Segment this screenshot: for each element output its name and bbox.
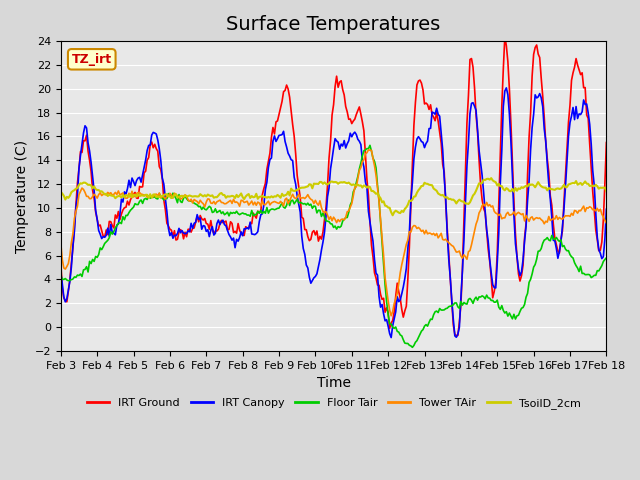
Floor Tair	[399, 337, 407, 343]
Floor Tair	[57, 273, 65, 278]
Line: IRT Canopy: IRT Canopy	[61, 88, 606, 337]
Floor Tair	[72, 275, 80, 280]
IRT Ground	[452, 333, 460, 338]
Tower TAir	[387, 313, 395, 319]
IRT Canopy	[386, 331, 394, 336]
Tower TAir	[539, 218, 547, 224]
IRT Canopy	[159, 175, 166, 181]
Legend: IRT Ground, IRT Canopy, Floor Tair, Tower TAir, TsoilD_2cm: IRT Ground, IRT Canopy, Floor Tair, Towe…	[83, 394, 585, 413]
Floor Tair	[369, 155, 377, 161]
X-axis label: Time: Time	[317, 376, 351, 390]
TsoilD_2cm	[399, 209, 407, 215]
Y-axis label: Temperature (C): Temperature (C)	[15, 139, 29, 252]
Line: TsoilD_2cm: TsoilD_2cm	[61, 178, 606, 216]
IRT Ground	[501, 34, 509, 39]
Title: Surface Temperatures: Surface Temperatures	[227, 15, 441, 34]
Line: Floor Tair: Floor Tair	[61, 145, 606, 348]
Tower TAir	[602, 220, 610, 226]
Tower TAir	[57, 240, 65, 246]
IRT Ground	[72, 202, 80, 207]
IRT Ground	[602, 140, 610, 145]
Line: Tower TAir: Tower TAir	[61, 150, 606, 316]
TsoilD_2cm	[539, 184, 547, 190]
Tower TAir	[369, 156, 377, 161]
TsoilD_2cm	[72, 186, 80, 192]
IRT Ground	[386, 325, 394, 331]
Floor Tair	[366, 143, 374, 148]
Floor Tair	[408, 345, 416, 350]
IRT Canopy	[502, 85, 510, 91]
IRT Canopy	[72, 204, 80, 210]
IRT Canopy	[602, 206, 610, 212]
Text: TZ_irt: TZ_irt	[72, 53, 112, 66]
TsoilD_2cm	[487, 175, 495, 181]
TsoilD_2cm	[389, 213, 397, 218]
IRT Ground	[398, 307, 406, 312]
IRT Canopy	[367, 229, 375, 235]
Tower TAir	[72, 208, 80, 214]
Tower TAir	[401, 248, 409, 253]
Floor Tair	[602, 255, 610, 261]
TsoilD_2cm	[602, 188, 610, 194]
IRT Canopy	[387, 335, 395, 340]
IRT Canopy	[399, 284, 407, 290]
Tower TAir	[365, 147, 372, 153]
Floor Tair	[539, 240, 547, 246]
IRT Ground	[367, 242, 375, 248]
IRT Canopy	[57, 269, 65, 275]
Tower TAir	[159, 193, 166, 199]
Tower TAir	[389, 309, 397, 314]
TsoilD_2cm	[386, 205, 394, 211]
Floor Tair	[387, 321, 395, 327]
IRT Ground	[159, 176, 166, 182]
IRT Ground	[57, 259, 65, 265]
IRT Ground	[539, 93, 547, 99]
Line: IRT Ground: IRT Ground	[61, 36, 606, 336]
TsoilD_2cm	[367, 188, 375, 194]
Floor Tair	[159, 195, 166, 201]
TsoilD_2cm	[159, 193, 166, 199]
IRT Canopy	[539, 104, 547, 109]
TsoilD_2cm	[57, 189, 65, 195]
